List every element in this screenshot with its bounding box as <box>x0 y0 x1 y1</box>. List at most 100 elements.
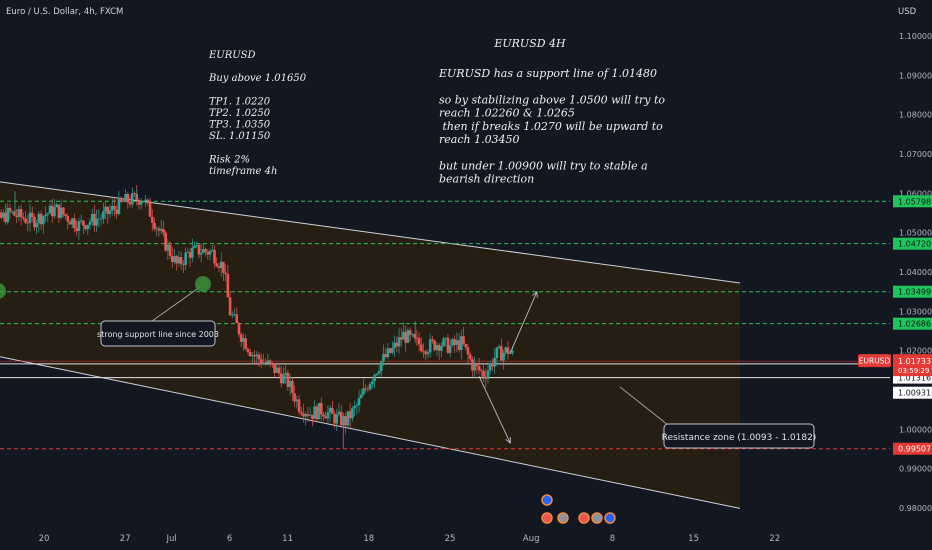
candle-body <box>475 364 479 366</box>
candle-body <box>466 347 470 355</box>
projection-arrowhead <box>505 437 511 445</box>
candle-body <box>182 264 185 266</box>
candle-body <box>273 363 276 373</box>
candle-body <box>359 394 363 399</box>
trade-notes-line: TP3. 1.0350 <box>209 120 271 131</box>
candle-body <box>50 205 54 217</box>
economic-event-icons[interactable] <box>541 494 616 524</box>
time-tick-label: Aug <box>523 534 540 544</box>
candle-body <box>304 414 307 417</box>
candle-body <box>139 201 143 205</box>
analysis-line: but under 1.00900 will try to stable a <box>439 159 648 172</box>
candle-body <box>57 204 61 218</box>
candle-body <box>455 340 459 346</box>
candle-body <box>22 217 25 219</box>
candle-body <box>215 263 219 267</box>
candle-body <box>426 352 430 355</box>
candle-body <box>504 347 508 353</box>
candle-body <box>319 402 323 415</box>
candle-body <box>168 244 172 256</box>
candle-body <box>24 218 27 223</box>
candle-body <box>284 372 287 375</box>
price-badge <box>893 237 932 250</box>
candle-body <box>295 399 299 402</box>
event-icon[interactable] <box>541 512 553 524</box>
resistance-callout-box <box>663 423 815 449</box>
price-tick-label: 1.02000 <box>899 347 932 356</box>
candle-body <box>2 212 5 218</box>
price-tick-label: 1.08000 <box>899 111 932 120</box>
support-callout: strong support line since 2003 <box>0 276 219 347</box>
candle-body <box>500 346 503 361</box>
candle-body <box>402 331 405 340</box>
chart-title: Euro / U.S. Dollar, 4h, FXCM <box>6 7 123 17</box>
event-icon[interactable] <box>557 512 569 524</box>
event-icon[interactable] <box>541 494 553 506</box>
trade-notes-line: Risk 2% <box>208 154 250 165</box>
candle-body <box>391 347 394 353</box>
candle-body <box>90 213 94 222</box>
candle-body <box>144 199 147 202</box>
price-badge-label: 1.02686 <box>898 320 931 329</box>
symbol-tag-label: EURUSD <box>859 357 891 366</box>
candle-body <box>148 201 152 217</box>
analysis-text: EURUSD has a support line of 1.01480 so … <box>438 67 665 186</box>
price-badge-label: 1.03499 <box>898 288 931 297</box>
candle-body <box>482 370 485 377</box>
time-axis[interactable]: 20 27 Jul 6 11 18 25 Aug 8 15 22 <box>39 534 781 544</box>
candle-body <box>377 371 381 374</box>
candle-body <box>150 216 154 223</box>
candle-body <box>477 365 481 371</box>
price-badge <box>893 195 932 208</box>
candle-body <box>130 193 134 205</box>
candle-body <box>33 216 36 228</box>
candle-body <box>217 266 221 268</box>
candle-body <box>102 211 105 219</box>
candle-body <box>70 218 74 225</box>
candle-body <box>382 353 385 362</box>
candle-body <box>275 367 279 373</box>
candle-body <box>313 406 316 419</box>
candle-body <box>271 362 274 364</box>
candle-body <box>395 342 399 347</box>
candle-body <box>357 398 361 406</box>
candle-body <box>460 336 463 350</box>
candle-body <box>348 411 352 419</box>
time-tick-label: 18 <box>363 534 374 544</box>
candle-body <box>315 406 319 420</box>
candle-body <box>142 201 145 203</box>
candle-body <box>35 223 38 228</box>
time-tick-label: 27 <box>120 534 131 544</box>
candle-body <box>415 337 419 339</box>
candle-body <box>235 314 239 324</box>
price-badge <box>893 317 932 330</box>
candle-body <box>428 339 432 353</box>
candle-body <box>97 218 101 220</box>
candle-body <box>375 373 379 375</box>
candle-body <box>473 364 476 371</box>
price-tick-label: 1.03000 <box>899 307 932 316</box>
candle-body <box>262 362 265 365</box>
candle-body <box>37 213 41 224</box>
candle-body <box>317 402 321 420</box>
candle-body <box>333 413 336 424</box>
candle-body <box>126 193 130 203</box>
candle-body <box>237 323 241 335</box>
event-icon[interactable] <box>604 512 616 524</box>
candle-body <box>19 209 23 218</box>
candle-body <box>491 363 494 367</box>
candle-body <box>442 338 445 347</box>
event-icon[interactable] <box>578 512 590 524</box>
projection-arrow <box>478 376 511 444</box>
time-tick-label: 20 <box>39 534 50 544</box>
price-tick-label: 0.98000 <box>899 504 932 513</box>
candle-body <box>175 256 179 264</box>
candle-body <box>457 340 461 350</box>
candle-body <box>282 374 285 384</box>
event-icon[interactable] <box>591 512 603 524</box>
candle-body <box>202 249 205 253</box>
candle-body <box>431 339 434 341</box>
time-tick-label: 25 <box>445 534 456 544</box>
candle-body <box>279 373 283 384</box>
